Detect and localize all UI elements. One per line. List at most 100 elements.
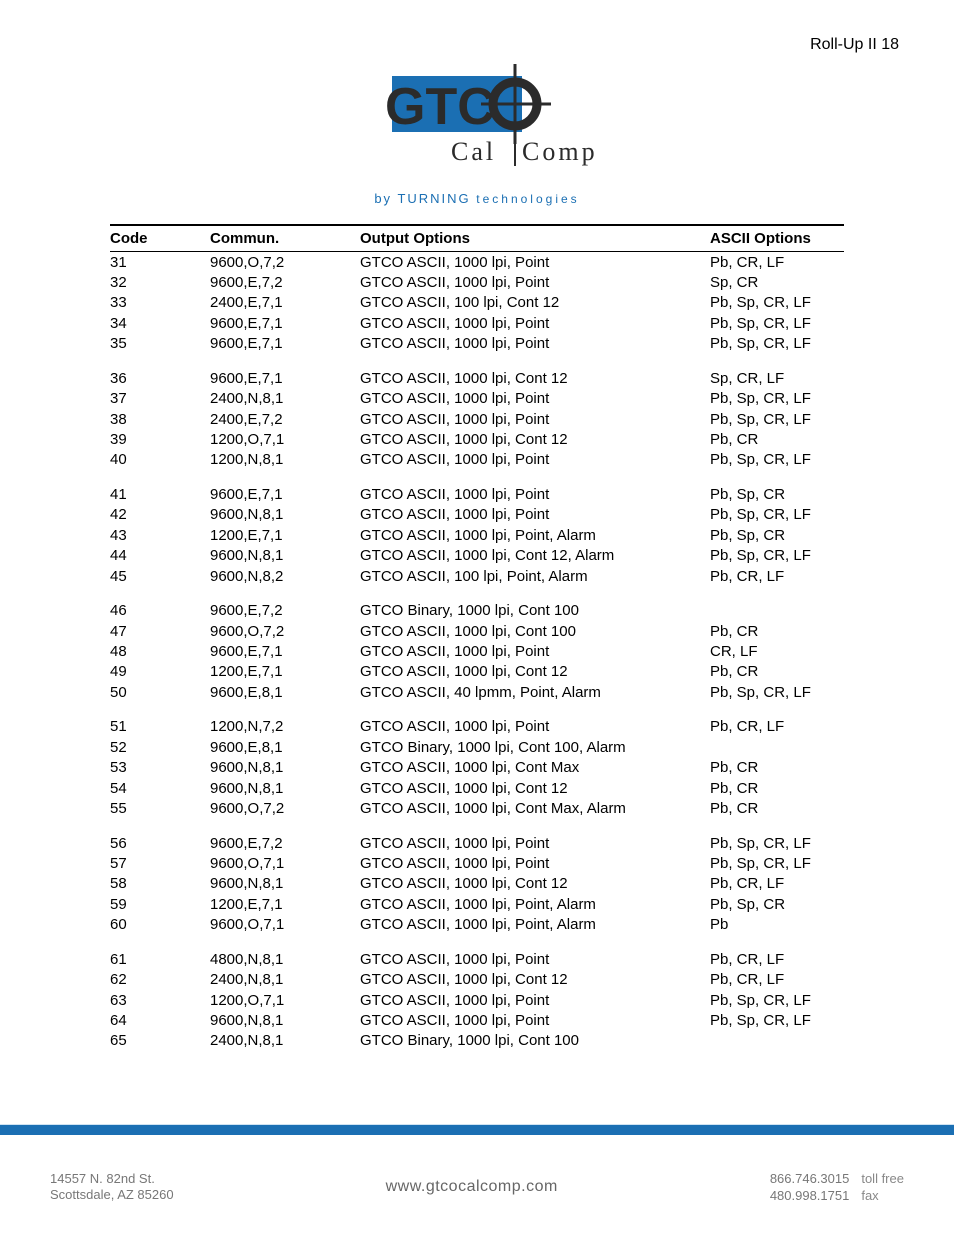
cell-code: 31 xyxy=(110,252,210,273)
cell-commun: 1200,E,7,1 xyxy=(210,894,360,914)
wordmark-left: Cal xyxy=(451,137,496,166)
header-ascii: ASCII Options xyxy=(710,225,844,252)
cell-output: GTCO ASCII, 1000 lpi, Cont 12 xyxy=(360,354,710,389)
cell-output: GTCO ASCII, 1000 lpi, Point xyxy=(360,853,710,873)
cell-code: 58 xyxy=(110,874,210,894)
table-row: 631200,O,7,1GTCO ASCII, 1000 lpi, PointP… xyxy=(110,990,844,1010)
cell-output: GTCO ASCII, 1000 lpi, Cont 12 xyxy=(360,662,710,682)
table-row: 382400,E,7,2GTCO ASCII, 1000 lpi, PointP… xyxy=(110,409,844,429)
cell-code: 59 xyxy=(110,894,210,914)
cell-ascii: Pb xyxy=(710,914,844,934)
cell-output: GTCO ASCII, 1000 lpi, Point xyxy=(360,409,710,429)
table-row: 429600,N,8,1GTCO ASCII, 1000 lpi, PointP… xyxy=(110,505,844,525)
cell-code: 60 xyxy=(110,914,210,934)
cell-commun: 9600,E,7,2 xyxy=(210,819,360,854)
cell-commun: 4800,N,8,1 xyxy=(210,935,360,970)
cell-output: GTCO ASCII, 1000 lpi, Point xyxy=(360,313,710,333)
cell-ascii: Pb, CR, LF xyxy=(710,935,844,970)
cell-code: 57 xyxy=(110,853,210,873)
phone-fax-label: fax xyxy=(861,1187,878,1205)
table-row: 649600,N,8,1GTCO ASCII, 1000 lpi, PointP… xyxy=(110,1010,844,1030)
cell-code: 55 xyxy=(110,798,210,818)
header-code: Code xyxy=(110,225,210,252)
table-row: 559600,O,7,2GTCO ASCII, 1000 lpi, Cont M… xyxy=(110,798,844,818)
cell-output: GTCO ASCII, 100 lpi, Point, Alarm xyxy=(360,566,710,586)
cell-code: 54 xyxy=(110,778,210,798)
byline-main: TURNING xyxy=(397,191,470,206)
cell-commun: 9600,E,7,1 xyxy=(210,641,360,661)
cell-code: 46 xyxy=(110,586,210,621)
table-row: 489600,E,7,1GTCO ASCII, 1000 lpi, PointC… xyxy=(110,641,844,661)
cell-output: GTCO Binary, 1000 lpi, Cont 100, Alarm xyxy=(360,737,710,757)
cell-commun: 9600,N,8,1 xyxy=(210,874,360,894)
table-row: 591200,E,7,1GTCO ASCII, 1000 lpi, Point,… xyxy=(110,894,844,914)
cell-commun: 9600,O,7,2 xyxy=(210,252,360,273)
cell-output: GTCO ASCII, 1000 lpi, Point xyxy=(360,702,710,737)
cell-code: 47 xyxy=(110,621,210,641)
cell-ascii: Pb, Sp, CR, LF xyxy=(710,293,844,313)
cell-output: GTCO ASCII, 1000 lpi, Point xyxy=(360,334,710,354)
svg-text:GTC: GTC xyxy=(385,78,495,136)
cell-code: 64 xyxy=(110,1010,210,1030)
cell-code: 39 xyxy=(110,429,210,449)
cell-ascii xyxy=(710,1031,844,1051)
logo-byline: by TURNING technologies xyxy=(50,191,904,206)
cell-ascii: Pb, Sp, CR, LF xyxy=(710,853,844,873)
options-table: Code Commun. Output Options ASCII Option… xyxy=(110,224,844,1051)
table-row: 539600,N,8,1GTCO ASCII, 1000 lpi, Cont M… xyxy=(110,758,844,778)
page-title: Roll-Up II 18 xyxy=(810,36,899,54)
footer-address: 14557 N. 82nd St. Scottsdale, AZ 85260 xyxy=(50,1171,174,1205)
cell-output: GTCO ASCII, 1000 lpi, Point xyxy=(360,935,710,970)
cell-ascii: Pb, Sp, CR, LF xyxy=(710,450,844,470)
cell-output: GTCO ASCII, 1000 lpi, Cont 12 xyxy=(360,429,710,449)
cell-output: GTCO ASCII, 1000 lpi, Point xyxy=(360,450,710,470)
page: Roll-Up II 18 GTC Cal Comp by TURNING te… xyxy=(0,0,954,1235)
cell-commun: 9600,E,7,1 xyxy=(210,354,360,389)
table-row: 652400,N,8,1GTCO Binary, 1000 lpi, Cont … xyxy=(110,1031,844,1051)
table-row: 511200,N,7,2GTCO ASCII, 1000 lpi, PointP… xyxy=(110,702,844,737)
cell-code: 56 xyxy=(110,819,210,854)
phone-fax: 480.998.1751 xyxy=(770,1187,850,1205)
footer-divider xyxy=(0,1125,954,1135)
cell-commun: 9600,E,7,2 xyxy=(210,272,360,292)
cell-output: GTCO ASCII, 40 lpmm, Point, Alarm xyxy=(360,682,710,702)
cell-ascii: Pb, CR xyxy=(710,429,844,449)
cell-code: 50 xyxy=(110,682,210,702)
table-row: 549600,N,8,1GTCO ASCII, 1000 lpi, Cont 1… xyxy=(110,778,844,798)
cell-commun: 2400,N,8,1 xyxy=(210,389,360,409)
cell-commun: 1200,N,8,1 xyxy=(210,450,360,470)
table-row: 372400,N,8,1GTCO ASCII, 1000 lpi, PointP… xyxy=(110,389,844,409)
cell-code: 35 xyxy=(110,334,210,354)
table-row: 391200,O,7,1GTCO ASCII, 1000 lpi, Cont 1… xyxy=(110,429,844,449)
cell-output: GTCO ASCII, 1000 lpi, Point, Alarm xyxy=(360,894,710,914)
svg-text:Cal: Cal xyxy=(451,137,496,166)
table-row: 431200,E,7,1GTCO ASCII, 1000 lpi, Point,… xyxy=(110,525,844,545)
header-output: Output Options xyxy=(360,225,710,252)
cell-ascii: Pb, Sp, CR xyxy=(710,525,844,545)
cell-commun: 9600,N,8,2 xyxy=(210,566,360,586)
cell-output: GTCO ASCII, 1000 lpi, Point xyxy=(360,272,710,292)
table-row: 589600,N,8,1GTCO ASCII, 1000 lpi, Cont 1… xyxy=(110,874,844,894)
table-row: 509600,E,8,1GTCO ASCII, 40 lpmm, Point, … xyxy=(110,682,844,702)
table-row: 614800,N,8,1GTCO ASCII, 1000 lpi, PointP… xyxy=(110,935,844,970)
phone-tollfree: 866.746.3015 xyxy=(770,1170,850,1188)
cell-output: GTCO ASCII, 100 lpi, Cont 12 xyxy=(360,293,710,313)
table-row: 529600,E,8,1GTCO Binary, 1000 lpi, Cont … xyxy=(110,737,844,757)
cell-code: 44 xyxy=(110,546,210,566)
cell-output: GTCO Binary, 1000 lpi, Cont 100 xyxy=(360,1031,710,1051)
cell-code: 45 xyxy=(110,566,210,586)
cell-output: GTCO ASCII, 1000 lpi, Cont 12 xyxy=(360,778,710,798)
phone-tollfree-label: toll free xyxy=(861,1170,904,1188)
cell-commun: 9600,N,8,1 xyxy=(210,778,360,798)
cell-code: 32 xyxy=(110,272,210,292)
cell-ascii: Pb, Sp, CR, LF xyxy=(710,409,844,429)
cell-commun: 1200,O,7,1 xyxy=(210,429,360,449)
footer-website: www.gtcocalcomp.com xyxy=(386,1178,558,1196)
cell-output: GTCO Binary, 1000 lpi, Cont 100 xyxy=(360,586,710,621)
cell-code: 43 xyxy=(110,525,210,545)
cell-ascii: Pb, CR xyxy=(710,662,844,682)
table-row: 349600,E,7,1GTCO ASCII, 1000 lpi, PointP… xyxy=(110,313,844,333)
header-commun: Commun. xyxy=(210,225,360,252)
cell-ascii: Pb, Sp, CR, LF xyxy=(710,1010,844,1030)
table-row: 319600,O,7,2GTCO ASCII, 1000 lpi, PointP… xyxy=(110,252,844,273)
